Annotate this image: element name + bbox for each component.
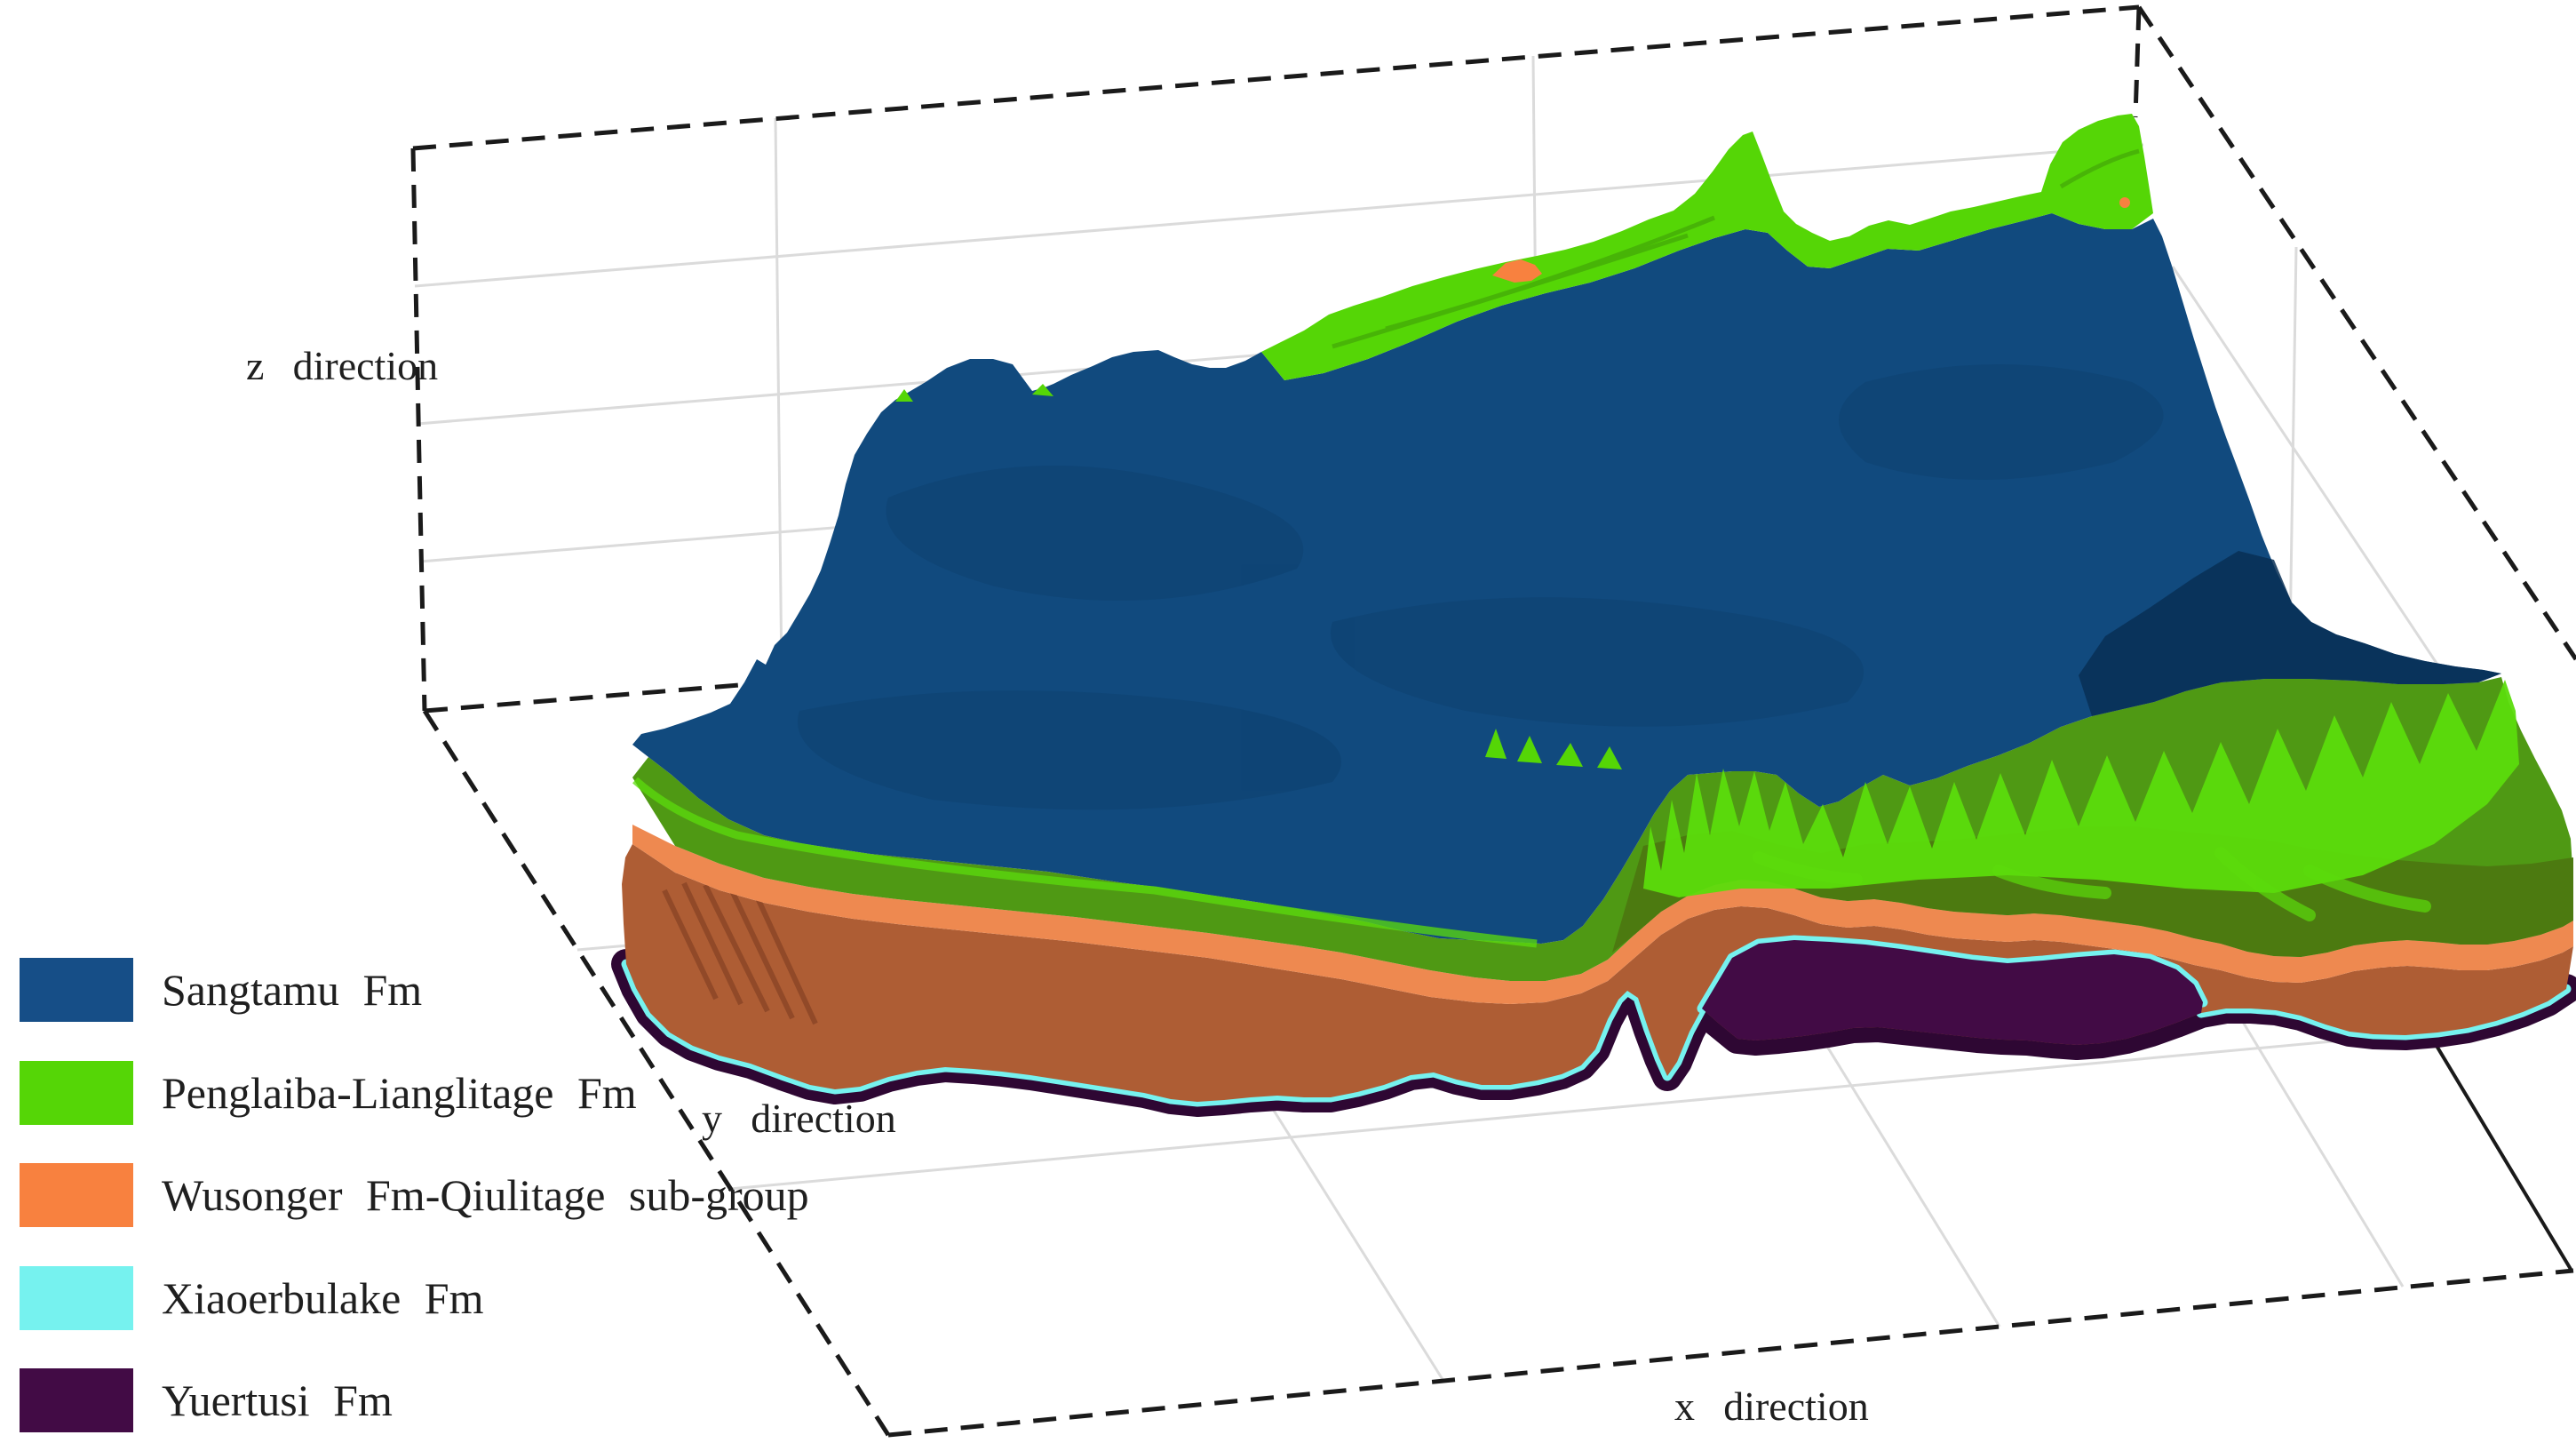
sangtamu-right-cliff-shade <box>2079 551 2501 716</box>
wusonger-corner-dot <box>2119 197 2130 208</box>
box-top-back-edge <box>412 4 2140 151</box>
box-back-right-vertical-edge <box>2133 6 2142 118</box>
sangtamu-surface-texture <box>797 364 2164 810</box>
legend-item-wusonger: Wusonger Fm-Qiulitage sub-group <box>20 1163 809 1227</box>
yuertusi-purple-mass <box>1702 940 2203 1045</box>
legend-item-yuertusi: Yuertusi Fm <box>20 1368 393 1432</box>
green-spikes-on-blue <box>895 384 1622 769</box>
legend-label-xiaoerbulake: Xiaoerbulake Fm <box>162 1273 484 1323</box>
ridge-band-texture <box>1332 148 2140 349</box>
penglaiba-ridge-band <box>1261 114 2153 380</box>
geological-body <box>611 114 2576 1117</box>
legend-label-wusonger: Wusonger Fm-Qiulitage sub-group <box>162 1170 809 1220</box>
box-floor-front-edge <box>887 1268 2574 1438</box>
floor-gridline-a2 <box>729 1031 2429 1191</box>
legend-swatch-wusonger <box>20 1163 133 1227</box>
z-axis-label: z direction <box>246 343 438 388</box>
legend: Sangtamu Fm Penglaiba-Lianglitage Fm Wus… <box>20 0 819 1451</box>
legend-label-yuertusi: Yuertusi Fm <box>162 1375 393 1425</box>
legend-swatch-sangtamu <box>20 958 133 1022</box>
x-axis-label: x direction <box>1674 1383 1869 1429</box>
green-bright-jagged-top <box>1643 680 2519 897</box>
legend-label-penglaiba: Penglaiba-Lianglitage Fm <box>162 1068 637 1118</box>
y-axis-label: y direction <box>702 1096 896 1141</box>
wusonger-salmon-band <box>632 825 2573 1004</box>
green-band-top-highlight <box>632 777 1538 948</box>
legend-swatch-penglaiba <box>20 1061 133 1125</box>
sangtamu-blue-surface <box>632 213 2501 944</box>
wusonger-ridge-patch <box>1492 259 1542 283</box>
legend-swatch-xiaoerbulake <box>20 1266 133 1330</box>
backwall-gridline-h1 <box>414 143 2144 288</box>
legend-item-penglaiba: Penglaiba-Lianglitage Fm <box>20 1061 637 1125</box>
green-bright-streaks <box>1753 847 2431 921</box>
legend-swatch-yuertusi <box>20 1368 133 1432</box>
backwall-gridline-v1 <box>774 117 783 682</box>
legend-item-xiaoerbulake: Xiaoerbulake Fm <box>20 1266 484 1330</box>
legend-label-sangtamu: Sangtamu Fm <box>162 965 423 1015</box>
box-right-top-diagonal-edge <box>2136 5 2576 661</box>
brown-cliff-hatching <box>662 881 818 1025</box>
legend-item-sangtamu: Sangtamu Fm <box>20 958 422 1022</box>
box-left-vertical-edge <box>410 147 427 712</box>
